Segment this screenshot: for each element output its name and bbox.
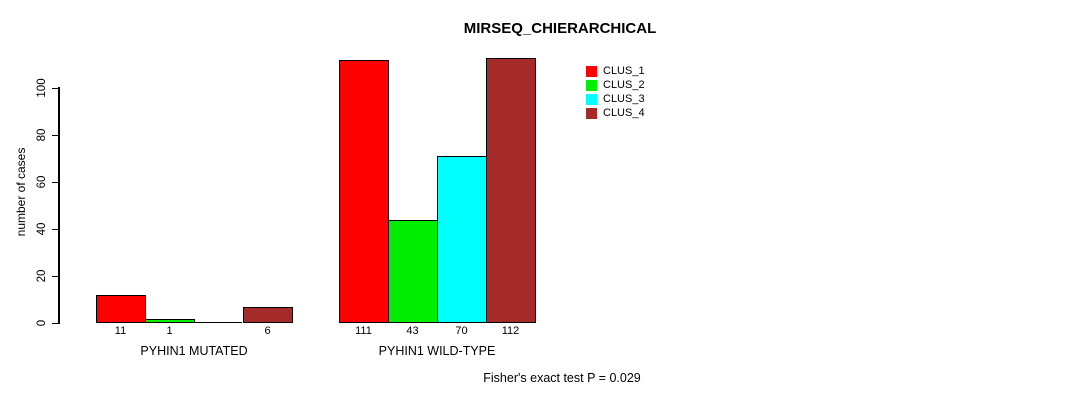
bar-value-label: 1 <box>166 325 173 337</box>
y-axis-line <box>58 87 60 324</box>
y-tick-mark <box>52 276 59 277</box>
y-tick-label: 100 <box>36 78 48 98</box>
legend-swatch-clus_1 <box>586 65 597 77</box>
legend-row: CLUS_1 <box>586 64 645 78</box>
legend-label: CLUS_4 <box>603 106 645 119</box>
bar-value-label: 70 <box>455 325 468 337</box>
y-tick-label: 0 <box>36 319 48 327</box>
bar-clus_1-group1 <box>96 295 146 323</box>
legend-label: CLUS_2 <box>603 78 645 91</box>
legend-label: CLUS_1 <box>603 64 645 77</box>
bar-clus_4-group2 <box>486 58 536 323</box>
x-group-label-mutated: PYHIN1 MUTATED <box>140 344 248 358</box>
bar-clus_3-group1 <box>194 322 242 323</box>
fisher-test-annotation: Fisher's exact test P = 0.029 <box>483 371 641 385</box>
y-tick-label: 20 <box>36 269 48 283</box>
bar-value-label: 11 <box>114 325 127 337</box>
legend-row: CLUS_2 <box>586 78 645 92</box>
y-axis-label: number of cases <box>14 147 28 237</box>
y-tick-mark <box>52 182 59 183</box>
y-tick-mark <box>52 323 59 324</box>
bar-value-label: 111 <box>355 325 372 337</box>
y-tick-label: 60 <box>36 175 48 189</box>
bar-value-label: 43 <box>406 325 419 337</box>
y-tick-mark <box>52 135 59 136</box>
legend-row: CLUS_3 <box>586 92 645 106</box>
bar-clus_4-group1 <box>243 307 293 323</box>
bar-clus_3-group2 <box>437 156 487 323</box>
legend-swatch-clus_2 <box>586 79 597 91</box>
legend-label: CLUS_3 <box>603 92 645 105</box>
y-tick-mark <box>52 88 59 89</box>
legend-swatch-clus_4 <box>586 107 597 119</box>
bar-clus_2-group1 <box>145 319 195 323</box>
bar-value-label: 112 <box>501 325 520 337</box>
y-tick-mark <box>52 229 59 230</box>
bar-clus_1-group2 <box>339 60 389 323</box>
y-tick-label: 40 <box>36 222 48 236</box>
bar-value-label: 6 <box>264 325 271 337</box>
legend-swatch-clus_3 <box>586 93 597 105</box>
y-tick-label: 80 <box>36 128 48 142</box>
x-group-label-wildtype: PYHIN1 WILD-TYPE <box>378 344 496 358</box>
legend-row: CLUS_4 <box>586 106 645 120</box>
bar-clus_2-group2 <box>388 220 438 323</box>
legend: CLUS_1 CLUS_2 CLUS_3 CLUS_4 <box>586 64 645 120</box>
chart-title: MIRSEQ_CHIERARCHICAL <box>463 20 657 37</box>
